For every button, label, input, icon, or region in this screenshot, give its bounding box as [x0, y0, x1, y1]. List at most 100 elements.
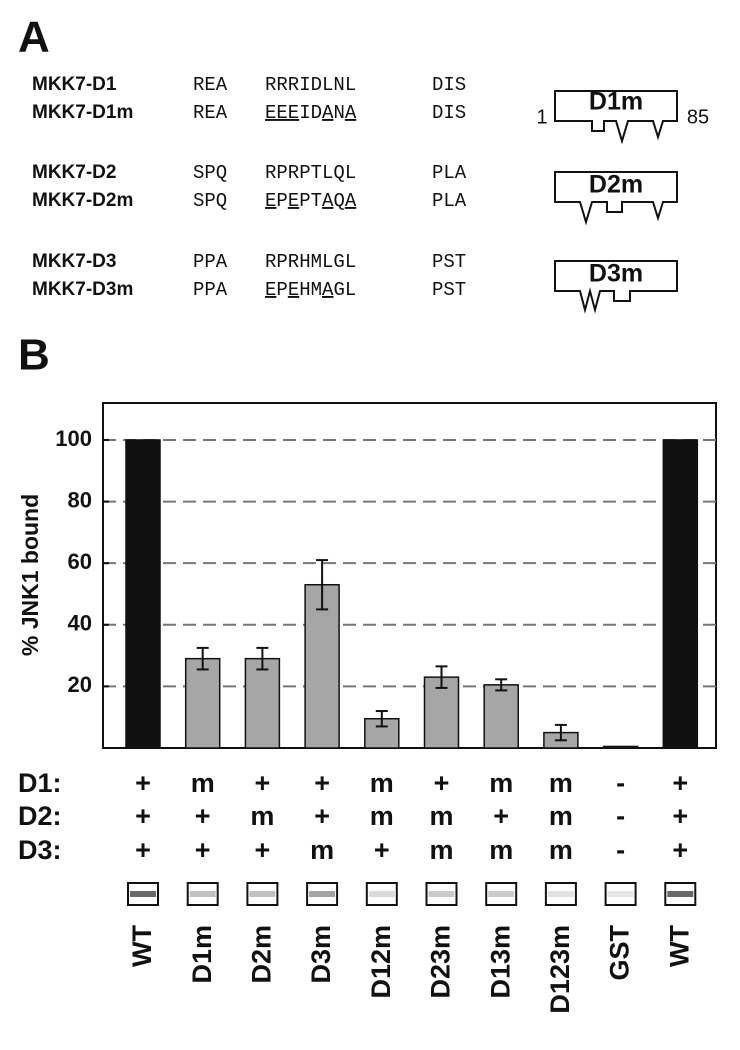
genotype-symbol: + [493, 801, 509, 831]
sequence-chunk: RPRHMLGL [265, 251, 356, 273]
genotype-symbol: + [195, 801, 211, 831]
sequence-suffix: PST [432, 251, 466, 273]
genotype-symbol: + [434, 768, 450, 798]
sequence-chunk: N [333, 102, 344, 124]
genotype-symbol: m [429, 801, 453, 831]
plot-frame [102, 402, 717, 749]
sequence-chunk: PT [299, 190, 322, 212]
sequence-chunk: HM [299, 279, 322, 301]
sequence-prefix: REA [193, 102, 228, 124]
sequence-chunk: E [265, 279, 276, 301]
construct-name: MKK7-D1m [32, 102, 133, 123]
y-tick-label: 80 [68, 487, 92, 512]
gel-band [428, 891, 455, 897]
y-tick-label: 40 [68, 611, 92, 636]
genotype-symbol: - [616, 835, 625, 865]
panel-label: A [18, 13, 50, 62]
gel-box [544, 882, 577, 906]
x-tick-label: D3m [306, 925, 336, 984]
sequence-suffix: PLA [432, 162, 467, 184]
genotype-symbol: - [616, 801, 625, 831]
sequence-suffix: PST [432, 279, 466, 301]
y-tick-label: 20 [68, 672, 92, 697]
genotype-symbol: m [310, 835, 334, 865]
sequence-core: RPRHMLGL [265, 251, 356, 273]
sequence-chunk: A [322, 279, 334, 301]
diagram-start: 1 [536, 106, 547, 128]
x-tick-label: D12m [366, 925, 396, 999]
gel-band [488, 891, 515, 897]
genotype-symbol: + [374, 835, 390, 865]
gel-box [604, 882, 637, 906]
gel-box [246, 882, 279, 906]
sequence-suffix: DIS [432, 74, 466, 96]
gel-box [365, 882, 398, 906]
gel-box [186, 882, 219, 906]
bar [602, 745, 639, 749]
sequence-core: RRRIDLNL [265, 74, 356, 96]
sequence-chunk: E [288, 279, 299, 301]
sequence-chunk: GL [333, 279, 356, 301]
diagram-shape [554, 171, 678, 226]
diagram-label: D1m [589, 88, 643, 116]
bar [483, 684, 519, 749]
bar [184, 657, 221, 749]
sequence-chunk: RRRIDLNL [265, 74, 356, 96]
gel-band [130, 891, 156, 897]
panel-label: B [18, 331, 50, 380]
sequence-chunk: RPRPTLQL [265, 162, 356, 184]
sequence-chunk: A [345, 190, 357, 212]
genotype-symbol: m [549, 768, 573, 798]
construct-name: MKK7-D2 [32, 162, 116, 183]
sequence-prefix: REA [193, 74, 228, 96]
construct-name: MKK7-D1 [32, 74, 117, 95]
gel-band [309, 891, 336, 897]
diagram-label: D3m [589, 260, 643, 288]
genotype-label: D2: [18, 801, 62, 831]
genotype-symbol: + [255, 835, 271, 865]
x-tick-label: D2m [247, 925, 277, 984]
x-tick-label: D123m [545, 925, 575, 1014]
genotype-label: D1: [18, 768, 62, 798]
diagram-label: D2m [589, 171, 643, 199]
bar [125, 439, 161, 749]
gel-band [547, 891, 574, 897]
genotype-label: D3: [18, 835, 62, 865]
genotype-symbol: m [191, 768, 215, 798]
genotype-symbol: + [672, 801, 688, 831]
sequence-prefix: PPA [193, 251, 228, 273]
gel-band [189, 891, 216, 897]
genotype-symbol: m [489, 835, 513, 865]
x-tick-label: WT [127, 925, 157, 967]
sequence-chunk: E [265, 190, 276, 212]
genotype-symbol: + [135, 801, 151, 831]
sequence-core: EPEPTAQA [265, 190, 357, 212]
diagram-shape [554, 260, 678, 314]
genotype-symbol: m [429, 835, 453, 865]
sequence-core: EPEHMAGL [265, 279, 356, 301]
genotype-symbol: + [195, 835, 211, 865]
bar [304, 583, 340, 749]
sequence-chunk: P [276, 279, 287, 301]
sequence-chunk: A [322, 190, 334, 212]
y-tick-label: 60 [68, 549, 92, 574]
sequence-suffix: DIS [432, 102, 466, 124]
construct-name: MKK7-D2m [32, 190, 133, 211]
genotype-symbol: m [370, 768, 394, 798]
x-tick-label: WT [664, 925, 694, 967]
sequence-prefix: PPA [193, 279, 228, 301]
sequence-chunk: ID [299, 102, 322, 124]
construct-name: MKK7-D3m [32, 279, 133, 300]
gel-band [607, 891, 634, 897]
gel-box [306, 882, 339, 906]
bar [244, 657, 281, 749]
gel-band [249, 891, 276, 897]
genotype-symbol: m [489, 768, 513, 798]
sequence-core: RPRPTLQL [265, 162, 356, 184]
genotype-symbol: - [616, 768, 625, 798]
genotype-symbol: + [255, 768, 271, 798]
diagram-end: 85 [687, 106, 709, 128]
genotype-symbol: + [314, 768, 330, 798]
sequence-chunk: A [322, 102, 334, 124]
